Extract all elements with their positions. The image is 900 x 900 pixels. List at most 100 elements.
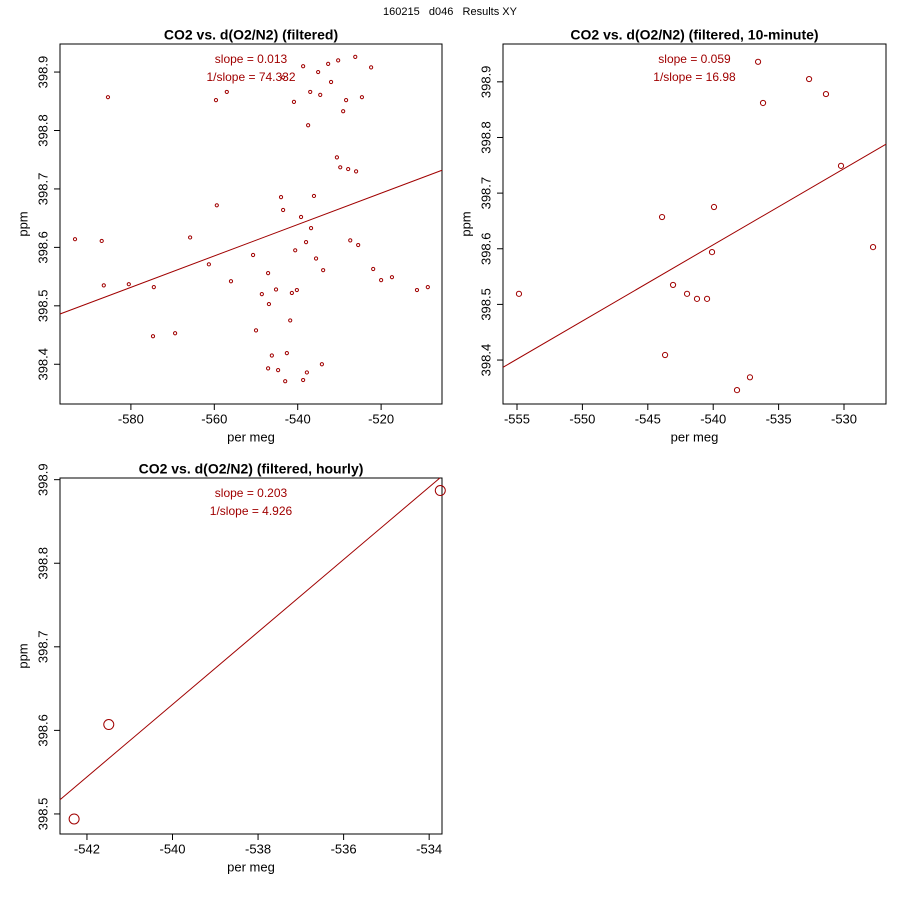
y-axis-label: ppm <box>458 211 473 236</box>
y-tick-label: 398.6 <box>478 232 493 265</box>
y-tick-label: 398.6 <box>35 714 50 747</box>
point <box>72 237 78 242</box>
point <box>348 238 353 243</box>
point <box>321 268 326 273</box>
plot-frame <box>59 43 443 405</box>
point <box>710 203 718 211</box>
point <box>346 166 351 172</box>
y-tick-label: 398.5 <box>35 290 50 323</box>
point <box>266 301 272 307</box>
point <box>369 65 374 70</box>
fit-line <box>59 477 441 801</box>
y-tick-label: 398.8 <box>478 121 493 154</box>
point <box>313 256 319 261</box>
point <box>515 290 523 297</box>
point <box>693 295 701 302</box>
point <box>658 213 666 221</box>
point <box>289 290 294 296</box>
point <box>173 331 178 336</box>
point <box>150 334 156 339</box>
annotation: 1/slope = 74.332 <box>206 70 295 84</box>
chart-title: CO2 vs. d(O2/N2) (filtered, 10-minute) <box>570 27 818 43</box>
point <box>306 123 311 128</box>
fit-line <box>502 143 887 368</box>
annotation: slope = 0.203 <box>215 486 288 500</box>
point <box>265 270 271 276</box>
x-tick-label: -560 <box>201 411 227 426</box>
point <box>101 283 106 288</box>
point <box>206 262 211 267</box>
point <box>151 285 156 290</box>
point <box>228 279 234 284</box>
point <box>278 195 284 200</box>
point <box>869 243 877 251</box>
point <box>284 351 289 356</box>
x-tick-label: -535 <box>766 411 792 426</box>
x-tick-label: -545 <box>635 411 661 426</box>
x-axis-label: per meg <box>671 429 719 444</box>
point <box>669 281 677 289</box>
y-tick-label: 398.5 <box>35 798 50 831</box>
point <box>371 266 376 272</box>
point <box>318 92 323 97</box>
point <box>301 377 306 383</box>
point <box>389 275 395 280</box>
x-tick-label: -542 <box>74 841 100 856</box>
point <box>224 89 229 95</box>
y-tick-label: 398.6 <box>35 231 50 264</box>
point <box>746 374 754 381</box>
point <box>708 248 716 256</box>
x-tick-label: -540 <box>285 411 311 426</box>
y-axis-label: ppm <box>15 211 30 236</box>
point <box>126 282 131 287</box>
point <box>308 89 313 95</box>
point <box>334 155 340 160</box>
y-tick-label: 398.7 <box>35 173 50 206</box>
point <box>414 287 420 293</box>
chart-title: CO2 vs. d(O2/N2) (filtered) <box>164 27 338 43</box>
y-tick-label: 398.7 <box>478 177 493 210</box>
y-tick-label: 398.4 <box>478 344 493 377</box>
x-tick-label: -580 <box>118 411 144 426</box>
x-tick-label: -534 <box>416 841 442 856</box>
point <box>259 292 264 297</box>
point <box>213 98 219 103</box>
y-tick-label: 398.7 <box>35 631 50 664</box>
x-tick-label: -530 <box>831 411 857 426</box>
annotation: 1/slope = 16.98 <box>653 70 736 84</box>
x-tick-label: -536 <box>331 841 357 856</box>
plot-frame <box>59 477 443 835</box>
point <box>281 75 286 80</box>
point <box>805 75 813 83</box>
annotation: slope = 0.059 <box>658 52 731 66</box>
fit-line <box>59 169 443 315</box>
y-tick-label: 398.9 <box>35 56 50 89</box>
point <box>265 366 271 371</box>
annotation: slope = 0.013 <box>215 52 288 66</box>
point <box>273 287 279 292</box>
x-tick-label: -540 <box>159 841 185 856</box>
point <box>683 290 691 297</box>
point <box>837 162 845 169</box>
annotation: 1/slope = 4.926 <box>210 504 293 518</box>
x-tick-label: -550 <box>569 411 595 426</box>
x-tick-label: -538 <box>245 841 271 856</box>
point <box>822 90 830 98</box>
point <box>291 99 297 104</box>
point <box>308 225 314 231</box>
point <box>214 203 219 208</box>
point <box>301 64 306 69</box>
y-tick-label: 398.8 <box>35 114 50 147</box>
y-tick-label: 398.4 <box>35 348 50 381</box>
point <box>253 328 259 333</box>
point <box>754 58 762 65</box>
x-axis-label: per meg <box>227 429 275 444</box>
point <box>353 54 358 59</box>
y-tick-label: 398.8 <box>35 547 50 580</box>
chart-title: CO2 vs. d(O2/N2) (filtered, hourly) <box>139 461 364 477</box>
x-tick-label: -555 <box>504 411 530 426</box>
point <box>326 61 331 66</box>
point <box>311 193 317 199</box>
plot-frame <box>502 43 887 405</box>
